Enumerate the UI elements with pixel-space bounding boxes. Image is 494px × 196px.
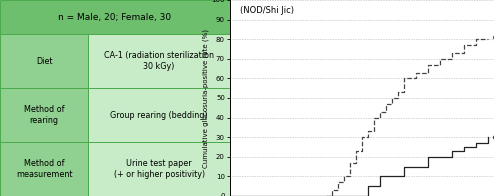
Bar [88, 34, 230, 88]
Bar [0, 0, 230, 34]
Bar [0, 34, 88, 88]
Bar [88, 88, 230, 142]
Y-axis label: Cumulative glucosuria-positive rate (%): Cumulative glucosuria-positive rate (%) [202, 28, 208, 168]
Text: CA-1 (radiation sterilization
30 kGy): CA-1 (radiation sterilization 30 kGy) [104, 51, 214, 71]
Text: Diet: Diet [36, 57, 52, 66]
Text: n = Male, 20; Female, 30: n = Male, 20; Female, 30 [58, 13, 171, 22]
Bar [0, 88, 88, 142]
Text: ♀: ♀ [492, 34, 494, 44]
Text: ♂: ♂ [492, 132, 494, 142]
Text: Method of
rearing: Method of rearing [24, 105, 65, 125]
Bar [0, 142, 88, 196]
Text: (NOD/Shi Jic): (NOD/Shi Jic) [240, 6, 294, 15]
Text: Method of
measurement: Method of measurement [16, 159, 73, 179]
Text: Urine test paper
(+ or higher positivity): Urine test paper (+ or higher positivity… [114, 159, 205, 179]
Bar [88, 142, 230, 196]
Text: Group rearing (bedding): Group rearing (bedding) [110, 111, 208, 120]
